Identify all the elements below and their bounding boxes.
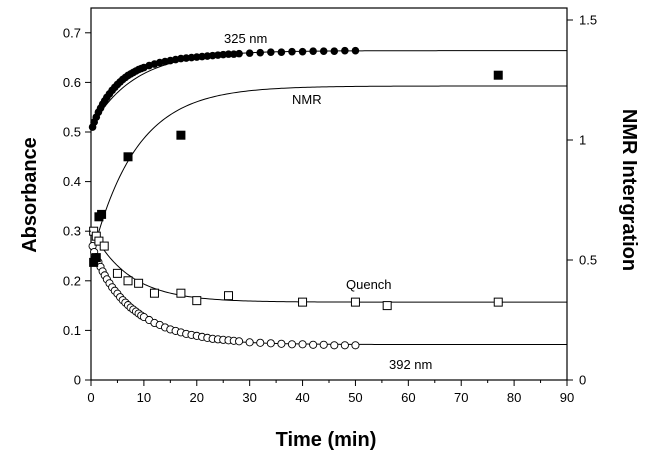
x-tick-label: 90 [560, 390, 574, 405]
data-point [99, 241, 109, 251]
x-axis-title: Time (min) [276, 429, 377, 451]
data-point [350, 297, 360, 307]
y-tick-label: 0.2 [63, 273, 81, 288]
data-point [176, 288, 186, 298]
data-point [267, 48, 275, 56]
data-point [288, 47, 296, 56]
data-point [149, 288, 159, 298]
y2-tick-label: 0.5 [579, 253, 597, 268]
y2-tick-label: 1.5 [579, 13, 597, 28]
data-point [256, 338, 265, 347]
data-point [298, 47, 307, 56]
data-point [224, 50, 233, 58]
annotation-quench: Quench [346, 277, 392, 292]
y-tick-label: 0.6 [63, 75, 81, 90]
data-point [123, 152, 133, 162]
data-point [235, 337, 244, 346]
x-tick-label: 20 [190, 390, 204, 405]
data-point [97, 209, 107, 219]
x-tick-label: 40 [295, 390, 309, 405]
data-point [256, 48, 265, 57]
data-point [493, 297, 503, 307]
data-point [192, 296, 202, 306]
data-point [89, 257, 99, 267]
data-point [245, 338, 254, 347]
data-point [319, 340, 328, 349]
data-point [277, 339, 286, 348]
data-point [277, 48, 286, 56]
annotation-nmr: NMR [292, 92, 322, 107]
fit-curve [90, 228, 567, 303]
data-point [224, 291, 234, 301]
y-tick-label: 0.7 [63, 25, 81, 40]
data-point [112, 268, 122, 278]
data-point [298, 297, 308, 307]
y-axis-title: Absorbance [19, 137, 41, 253]
data-point [351, 341, 360, 350]
data-point [94, 236, 104, 246]
data-point [298, 340, 307, 349]
data-point [341, 46, 349, 55]
data-point [382, 301, 392, 311]
x-tick-label: 80 [507, 390, 521, 405]
data-points [88, 46, 503, 350]
fit-curve [90, 85, 567, 261]
data-point [330, 47, 339, 55]
axis-ticks: 0 10 20 30 40 50 60 70 80 9000.10.20.30.40.50.60.… [63, 13, 597, 406]
data-point [330, 341, 339, 350]
data-point [493, 70, 503, 80]
annotation-392nm: 392 nm [389, 357, 432, 372]
x-tick-label: 0 [87, 390, 94, 405]
x-tick-label: 70 [454, 390, 468, 405]
data-point [266, 339, 275, 348]
data-point [235, 49, 243, 58]
x-tick-label: 30 [242, 390, 256, 405]
data-point [309, 340, 318, 349]
data-point [319, 47, 328, 55]
data-point [245, 49, 254, 57]
data-point [287, 340, 297, 349]
data-point [176, 130, 186, 140]
data-point [134, 278, 144, 288]
data-point [309, 47, 317, 55]
data-point [351, 46, 360, 55]
y-tick-label: 0.4 [63, 174, 81, 189]
annotation-325nm: 325 nm [224, 31, 267, 46]
y-tick-label: 0.5 [63, 125, 81, 140]
y2-tick-label: 1 [579, 133, 586, 148]
x-tick-label: 60 [401, 390, 415, 405]
x-tick-label: 50 [348, 390, 362, 405]
y2-axis-title: NMR Intergration [618, 109, 640, 271]
data-point [340, 341, 349, 350]
data-point [91, 253, 101, 263]
x-tick-label: 10 [137, 390, 151, 405]
data-point [123, 276, 133, 286]
y-tick-label: 0.1 [63, 323, 81, 338]
y2-tick-label: 0 [579, 373, 586, 388]
y-tick-label: 0 [74, 373, 81, 388]
y-tick-label: 0.3 [63, 224, 81, 239]
